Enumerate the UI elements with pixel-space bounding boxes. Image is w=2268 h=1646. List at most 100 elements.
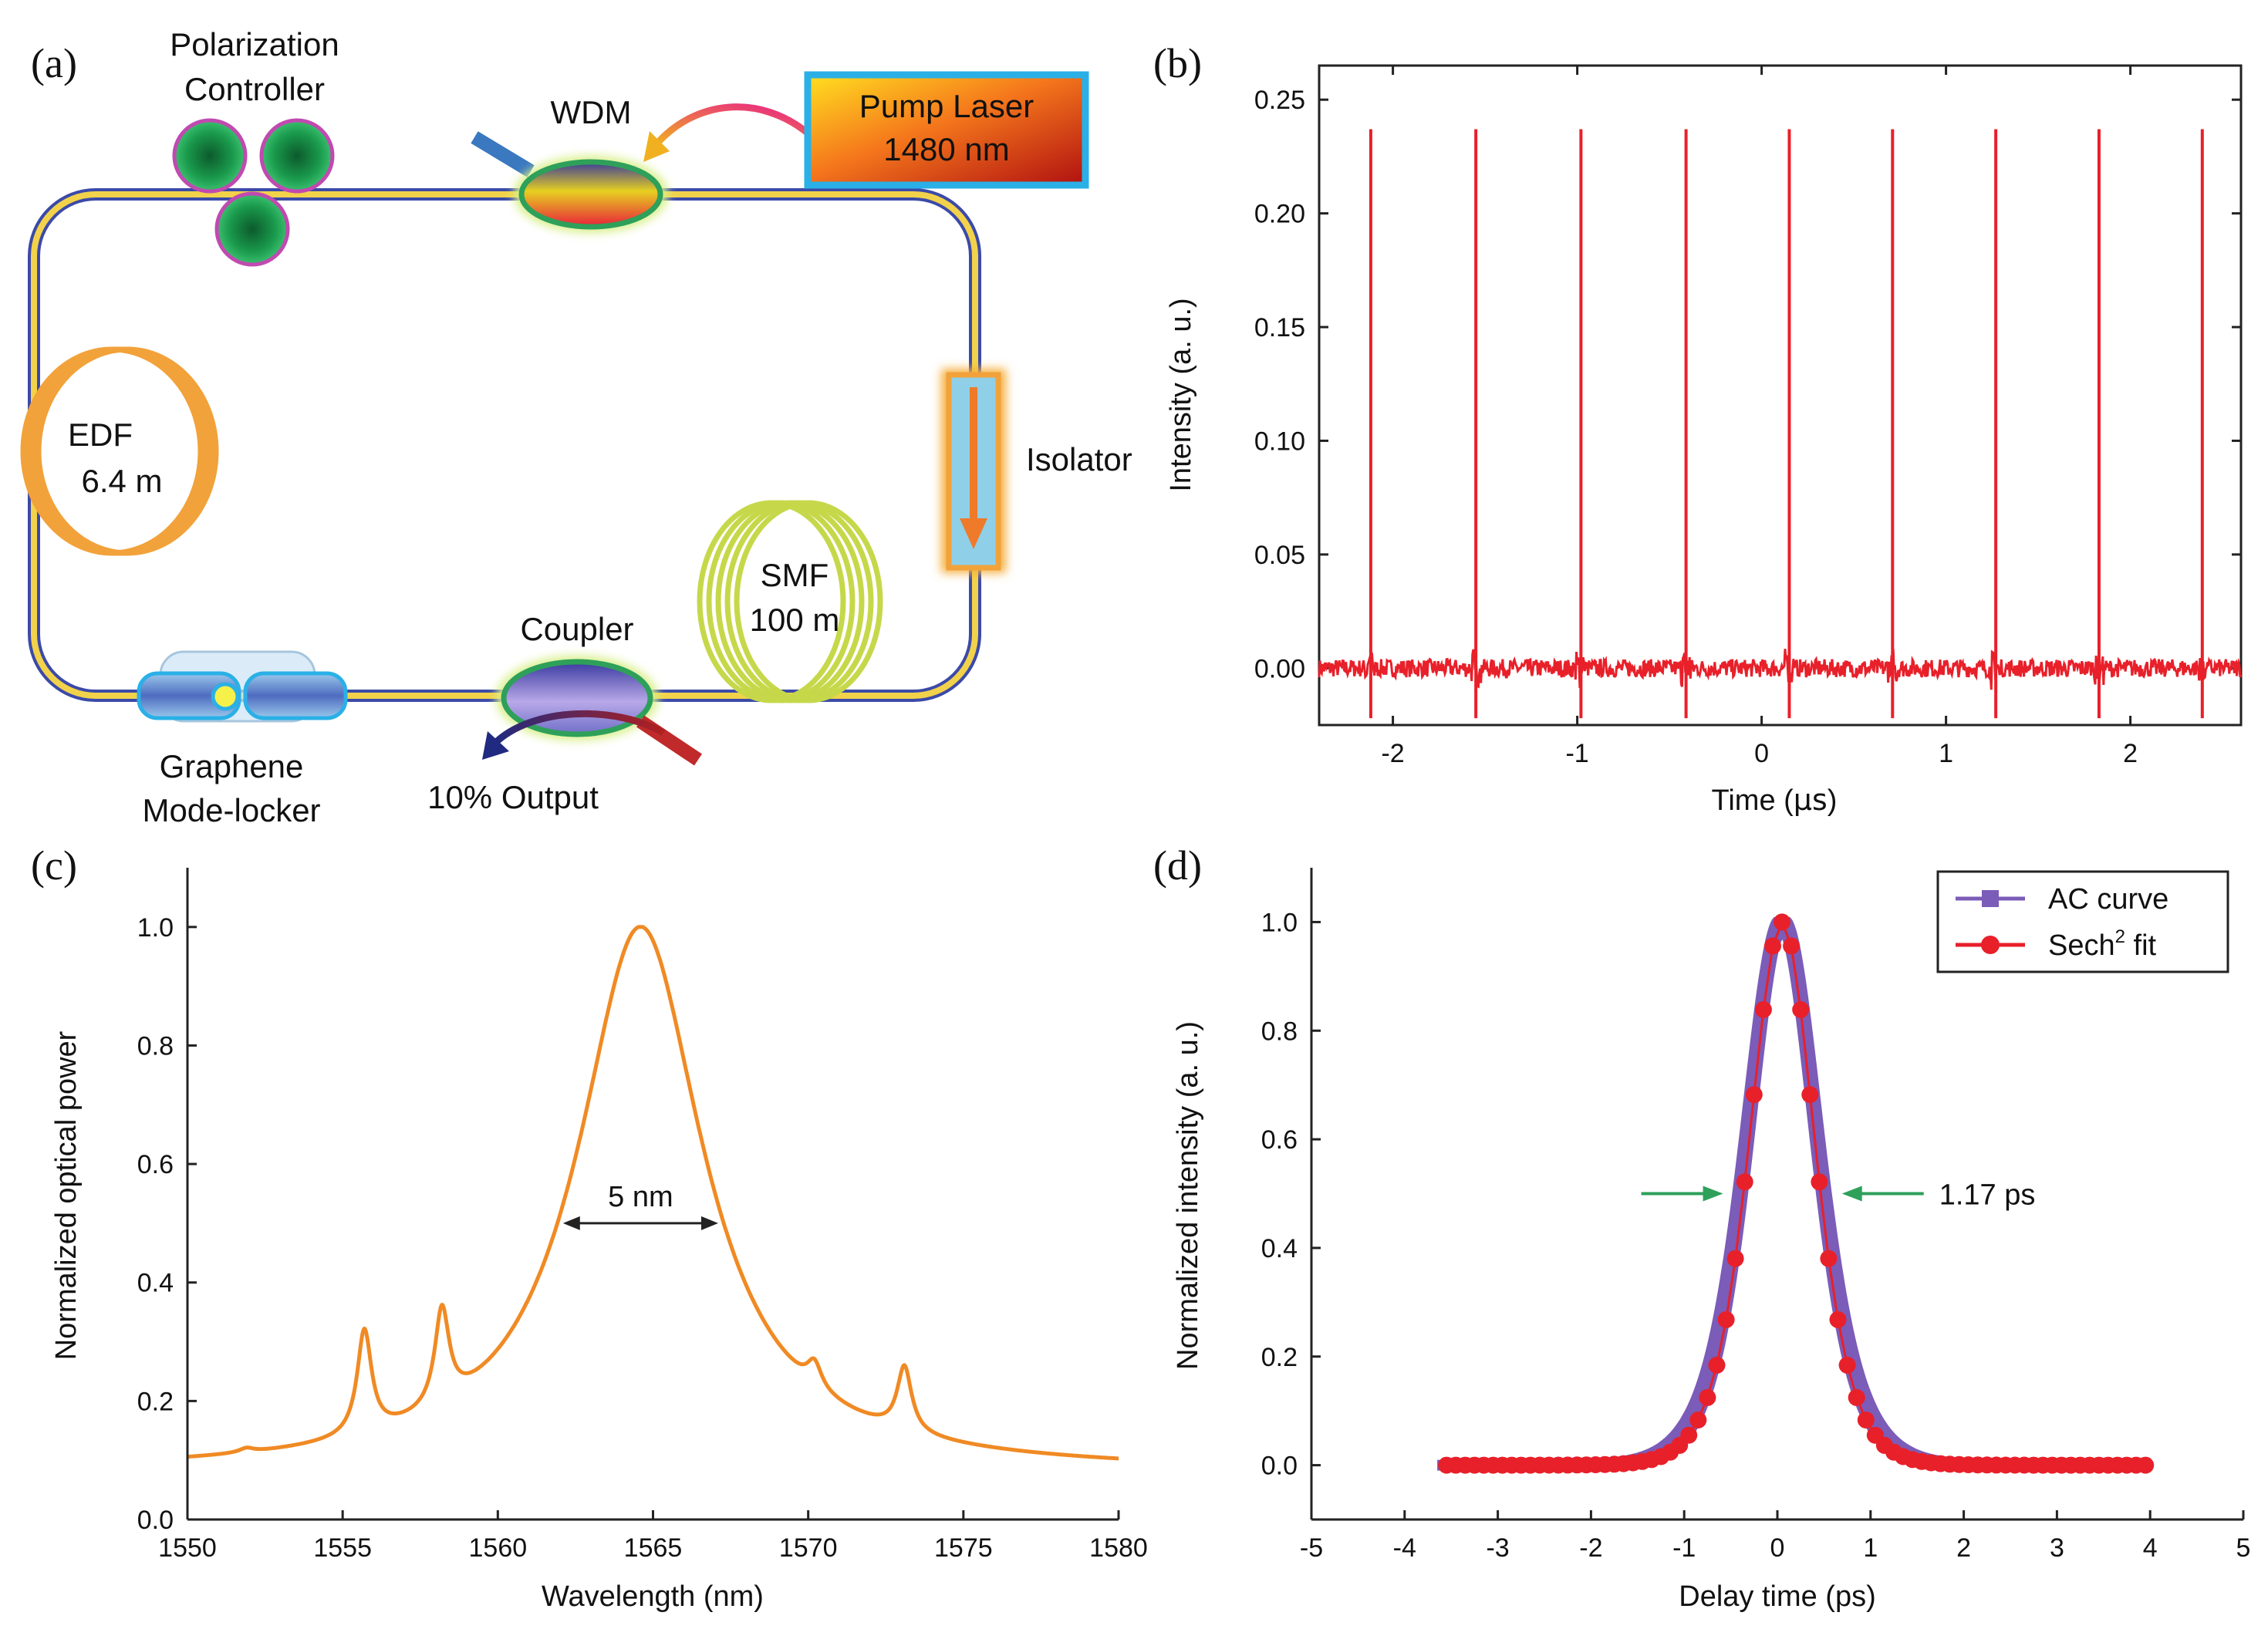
pump-label-line2: 1480 nm [883, 131, 1009, 167]
panel-d-xtick-label: -4 [1393, 1533, 1416, 1563]
panel-c-x-axis: 1550 1555 1560 1565 1570 1575 1580 [158, 1510, 1148, 1563]
legend-sech-main: Sech [2048, 929, 2115, 962]
pump-to-wdm-arrow [653, 103, 812, 147]
panel-c-xtick-label: 1575 [934, 1533, 993, 1563]
pump-label-line1: Pump Laser [859, 88, 1034, 124]
panel-d-sech-point [1792, 1001, 1810, 1018]
pc-label-line1: Polarization [170, 26, 339, 62]
panel-d-sech-point [1774, 913, 1790, 931]
panel-c-fwhm-arrow-left [562, 1216, 580, 1230]
panel-b-xlabel-suffix: ) [1828, 784, 1838, 817]
smf-label-line2: 100 m [750, 602, 840, 638]
panel-c-ytick-label: 0.4 [137, 1269, 174, 1298]
smf-coil [697, 500, 883, 703]
legend-sech-marker [1981, 936, 2000, 954]
output-label: 10% Output [427, 779, 599, 815]
panel-d-sech-point [1857, 1412, 1875, 1428]
panel-c-y-axis: 0.0 0.2 0.4 0.6 0.8 1.0 [137, 913, 197, 1535]
panel-d-ytick-label: 0.2 [1261, 1343, 1298, 1372]
panel-c-ytick-label: 1.0 [137, 913, 174, 943]
panel-d-fwhm-arrow-right-head [1841, 1186, 1862, 1202]
graphene-layer [211, 682, 240, 711]
panel-d-sech-point [1736, 1173, 1753, 1191]
panel-d-fwhm-label: 1.17 ps [1939, 1179, 2036, 1212]
panel-c-letter: (c) [31, 842, 77, 889]
panel-d-sech-point [1699, 1388, 1716, 1406]
panel-a-letter: (a) [31, 40, 77, 86]
output-arrow-head [482, 731, 509, 760]
panel-d-letter: (d) [1153, 842, 1202, 889]
panel-b-baseline [1318, 649, 2243, 690]
panel-d-sech-point [1764, 937, 1781, 955]
panel-c-fwhm-label: 5 nm [608, 1181, 673, 1213]
panel-d-ytick-label: 0.8 [1261, 1017, 1298, 1046]
edf-label-line1: EDF [68, 417, 133, 453]
panel-b-ytick-label: 0.00 [1254, 654, 1305, 683]
wdm-input-fiber [471, 131, 535, 177]
panel-d-ytick-label: 1.0 [1261, 908, 1298, 937]
panel-c-xtick-label: 1580 [1089, 1533, 1148, 1563]
panel-d-xtick-label: -2 [1579, 1533, 1602, 1563]
panel-b-xtick-label: 0 [1754, 739, 1769, 768]
legend-sech-tail: fit [2125, 929, 2157, 962]
panel-c-spectrum: (c) 0.00.20.40.60.81.0 1550 1555 1560 1565 1… [31, 842, 1148, 1613]
legend-sech-label: Sech2 fit [2048, 926, 2157, 962]
panel-d-sech-point [1754, 1001, 1772, 1018]
panel-c-xtick-label: 1555 [313, 1533, 372, 1563]
panel-c-ytick-label: 0.8 [137, 1031, 174, 1061]
panel-b-ytick-label: 0.10 [1254, 427, 1305, 456]
isolator-arrow-head [960, 518, 987, 549]
panel-d-sech-point [1829, 1310, 1847, 1328]
graphene-label-line1: Graphene [160, 748, 304, 784]
panel-d-x-axis: -5 -4 -3 -2 -1 0 1 2 3 4 5 [1300, 1510, 2251, 1563]
panel-b-plot-area [1318, 129, 2243, 719]
panel-d-xtick-label: -1 [1672, 1533, 1696, 1563]
edf-label-line2: 6.4 m [81, 463, 162, 499]
graphene-ferrule-right [243, 671, 348, 720]
panel-c-xlabel: Wavelength (nm) [542, 1580, 764, 1613]
panel-d-sech-point [1745, 1086, 1763, 1104]
panel-d-sech-point [1801, 1086, 1819, 1104]
pc-paddle-bottom[interactable] [214, 191, 290, 267]
panel-d-sech-point [1820, 1250, 1838, 1267]
wdm-label: WDM [551, 94, 632, 130]
panel-b-x-axis: -2 -1 0 1 2 [1381, 66, 2138, 768]
panel-b-ytick-label: 0.05 [1254, 541, 1305, 570]
pump-laser-box [804, 71, 1089, 189]
smf-label-line1: SMF [761, 557, 829, 593]
panel-d-sech-point [2137, 1456, 2155, 1474]
panel-d-xtick-label: -5 [1300, 1533, 1323, 1563]
panel-d-sech-point [1838, 1356, 1856, 1374]
legend-sech-sup: 2 [2115, 926, 2125, 947]
panel-c-ytick-label: 0.2 [137, 1387, 174, 1416]
panel-d-xtick-label: -3 [1486, 1533, 1509, 1563]
panel-b-ylabel: Intensity (a. u.) [1165, 298, 1197, 491]
panel-b-xlabel: Time (μs) [1712, 783, 1838, 817]
legend-ac-label: AC curve [2048, 883, 2168, 916]
panel-d-legend-box [1936, 870, 2229, 973]
panel-b-xtick-label: 2 [2123, 739, 2138, 768]
panel-b-ytick-label: 0.25 [1254, 86, 1305, 115]
panel-c-xtick-label: 1565 [624, 1533, 683, 1563]
pc-paddle-left[interactable] [172, 118, 248, 194]
panel-b-y-axis: 0.00 0.05 0.10 0.15 0.20 0.25 [1254, 86, 2241, 683]
panel-d-xtick-label: 1 [1863, 1533, 1878, 1563]
panel-d-xlabel: Delay time (ps) [1679, 1580, 1876, 1613]
panel-d-sech-point [1717, 1310, 1735, 1328]
isolator-label: Isolator [1026, 441, 1132, 477]
wdm-coupler [518, 159, 663, 230]
pump-arrow-head [643, 131, 670, 162]
panel-d-xtick-label: 5 [2236, 1533, 2251, 1563]
pc-paddle-right[interactable] [259, 118, 335, 194]
panel-b-xlabel-prefix: Time ( [1712, 784, 1794, 817]
panel-c-xtick-label: 1570 [779, 1533, 838, 1563]
panel-d-sech-point [1783, 937, 1801, 955]
panel-d-ytick-label: 0.6 [1261, 1125, 1298, 1155]
pc-label-line2: Controller [184, 71, 325, 107]
panel-c-ytick-label: 0.0 [137, 1506, 174, 1535]
graphene-label-line2: Mode-locker [142, 792, 320, 828]
panel-b-xtick-label: 1 [1939, 739, 1953, 768]
panel-b-ytick-label: 0.20 [1254, 200, 1305, 229]
panel-c-ytick-label: 0.6 [137, 1150, 174, 1179]
panel-b-xtick-label: -2 [1381, 739, 1404, 768]
